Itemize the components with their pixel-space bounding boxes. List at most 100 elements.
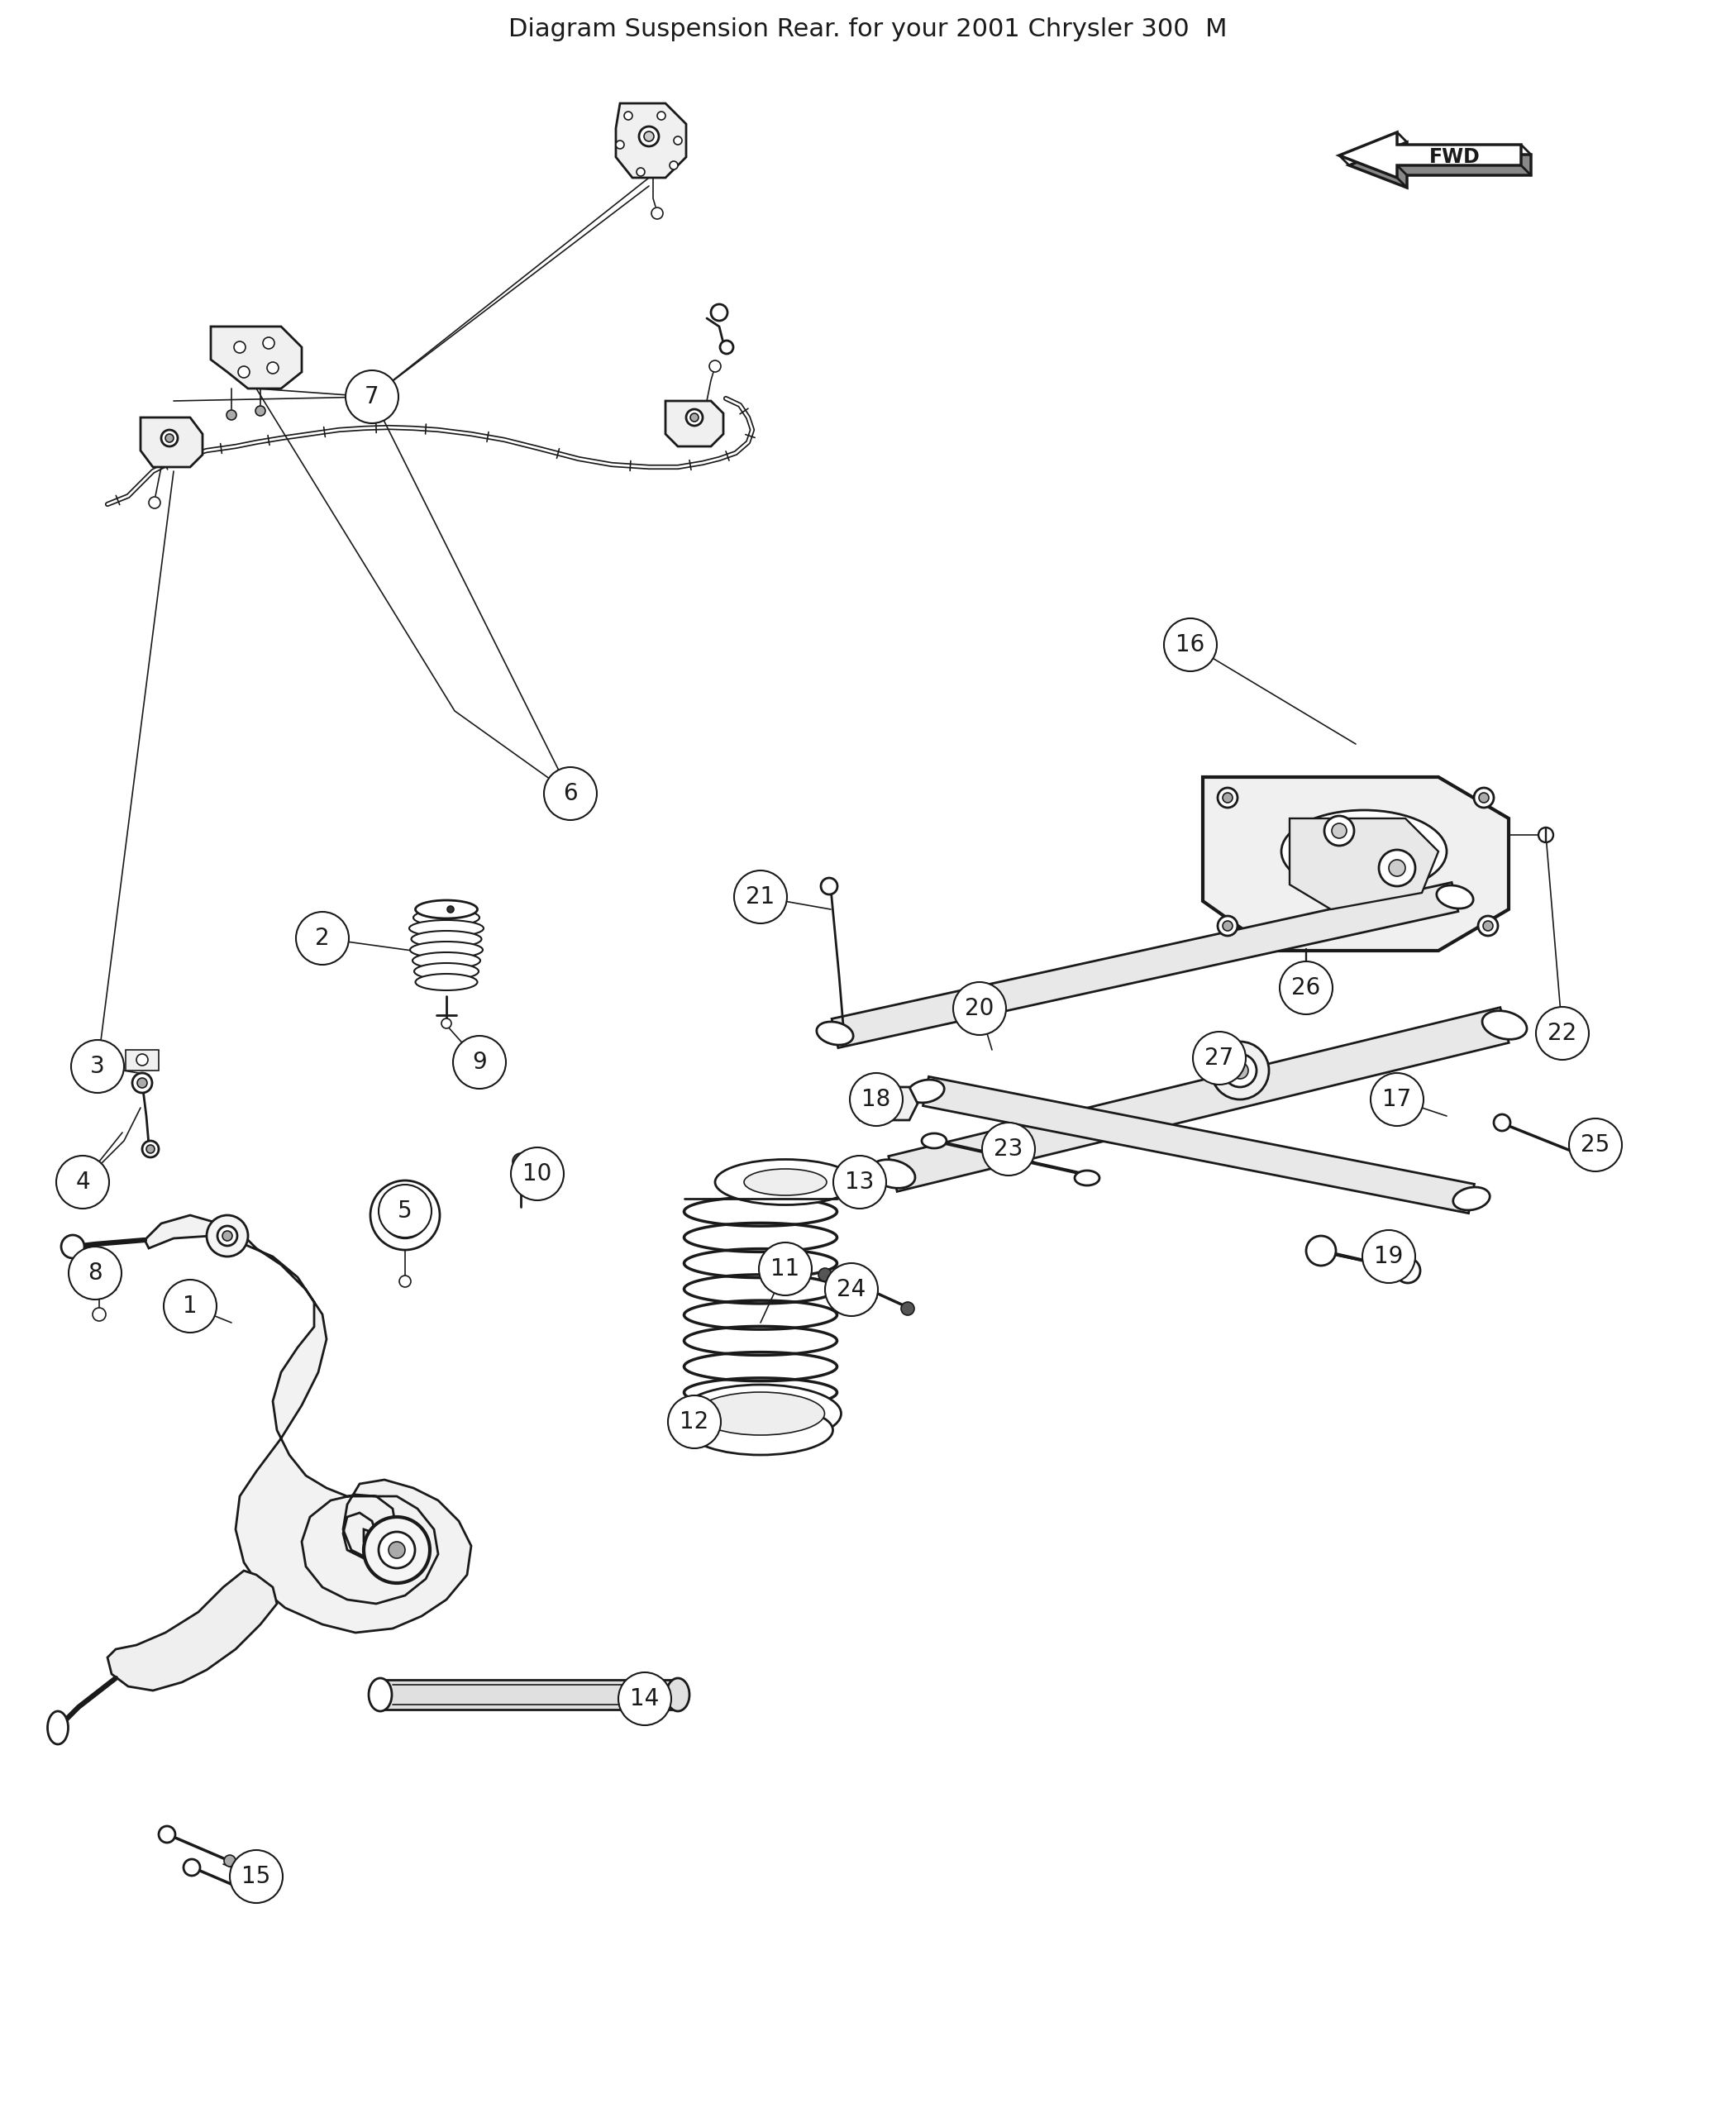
Circle shape — [61, 1235, 85, 1258]
Circle shape — [1325, 816, 1354, 845]
Circle shape — [1389, 860, 1406, 877]
Circle shape — [1222, 793, 1233, 803]
Circle shape — [1217, 788, 1238, 807]
Circle shape — [1163, 618, 1217, 670]
Text: 5: 5 — [398, 1199, 413, 1223]
Circle shape — [1536, 1008, 1588, 1060]
Circle shape — [378, 1533, 415, 1568]
Circle shape — [512, 1153, 529, 1170]
Bar — [380, 1680, 677, 1710]
Text: 17: 17 — [1382, 1088, 1411, 1111]
Circle shape — [1477, 917, 1498, 936]
Circle shape — [365, 1518, 431, 1583]
Polygon shape — [210, 327, 302, 388]
Text: 15: 15 — [241, 1866, 271, 1889]
Ellipse shape — [681, 1385, 842, 1442]
Circle shape — [229, 1851, 283, 1904]
Circle shape — [1569, 1119, 1621, 1172]
Circle shape — [1493, 1115, 1510, 1130]
Text: 11: 11 — [771, 1256, 800, 1280]
Text: 26: 26 — [1292, 976, 1321, 999]
Circle shape — [149, 497, 160, 508]
Ellipse shape — [870, 1159, 915, 1189]
Circle shape — [248, 1889, 260, 1899]
Circle shape — [142, 1140, 158, 1157]
Ellipse shape — [1281, 809, 1446, 894]
Ellipse shape — [816, 1022, 854, 1046]
Circle shape — [267, 363, 278, 373]
Circle shape — [668, 1395, 720, 1448]
Circle shape — [453, 1035, 505, 1088]
Circle shape — [399, 1275, 411, 1288]
Circle shape — [639, 126, 660, 145]
Polygon shape — [144, 1214, 470, 1634]
Circle shape — [825, 1263, 878, 1315]
Circle shape — [262, 337, 274, 348]
Circle shape — [1193, 1031, 1246, 1086]
Text: 2: 2 — [316, 928, 330, 951]
Polygon shape — [1338, 133, 1521, 177]
Circle shape — [1279, 961, 1333, 1014]
Circle shape — [137, 1054, 148, 1065]
Ellipse shape — [411, 932, 481, 946]
Ellipse shape — [415, 974, 477, 991]
Circle shape — [1224, 1054, 1257, 1088]
Circle shape — [1302, 974, 1311, 984]
Circle shape — [345, 371, 399, 424]
Circle shape — [658, 112, 665, 120]
Polygon shape — [851, 1088, 918, 1119]
Text: 20: 20 — [965, 997, 995, 1020]
Circle shape — [370, 1180, 439, 1250]
Text: Diagram Suspension Rear. for your 2001 Chrysler 300  M: Diagram Suspension Rear. for your 2001 C… — [509, 17, 1227, 40]
Ellipse shape — [368, 1678, 392, 1712]
Ellipse shape — [908, 1079, 944, 1102]
Circle shape — [821, 877, 837, 894]
Circle shape — [543, 767, 597, 820]
Ellipse shape — [922, 1134, 946, 1149]
Circle shape — [92, 1307, 106, 1322]
Circle shape — [710, 360, 720, 371]
Circle shape — [224, 1855, 236, 1866]
Text: 13: 13 — [845, 1170, 875, 1193]
Circle shape — [389, 1541, 404, 1558]
Polygon shape — [83, 1261, 120, 1294]
Circle shape — [69, 1246, 122, 1299]
Circle shape — [953, 982, 1007, 1035]
Circle shape — [1363, 1231, 1415, 1284]
Circle shape — [217, 1227, 238, 1246]
Circle shape — [1538, 828, 1554, 843]
Polygon shape — [141, 417, 203, 468]
Polygon shape — [1203, 778, 1509, 951]
Circle shape — [163, 1280, 217, 1332]
Polygon shape — [1349, 141, 1531, 188]
Ellipse shape — [696, 1391, 825, 1436]
Polygon shape — [889, 1008, 1509, 1191]
Circle shape — [1396, 1258, 1420, 1284]
Circle shape — [71, 1039, 123, 1092]
Circle shape — [158, 1826, 175, 1842]
Circle shape — [637, 169, 644, 177]
Text: 16: 16 — [1175, 632, 1205, 656]
Circle shape — [1297, 970, 1316, 989]
Circle shape — [851, 1073, 903, 1126]
Ellipse shape — [1483, 1010, 1528, 1039]
Circle shape — [1233, 1062, 1248, 1079]
Text: 22: 22 — [1549, 1022, 1576, 1046]
Circle shape — [255, 407, 266, 415]
Circle shape — [901, 1303, 915, 1315]
Ellipse shape — [410, 919, 484, 936]
Text: 18: 18 — [861, 1088, 891, 1111]
Text: 25: 25 — [1581, 1134, 1609, 1157]
Polygon shape — [665, 401, 724, 447]
Ellipse shape — [47, 1712, 68, 1743]
Circle shape — [1483, 921, 1493, 932]
Circle shape — [448, 906, 453, 913]
Ellipse shape — [745, 1170, 826, 1195]
Circle shape — [222, 1231, 233, 1242]
Circle shape — [1332, 824, 1347, 839]
Circle shape — [382, 1191, 429, 1237]
Circle shape — [238, 367, 250, 377]
Circle shape — [1222, 921, 1233, 932]
Circle shape — [226, 411, 236, 419]
Ellipse shape — [410, 942, 483, 959]
